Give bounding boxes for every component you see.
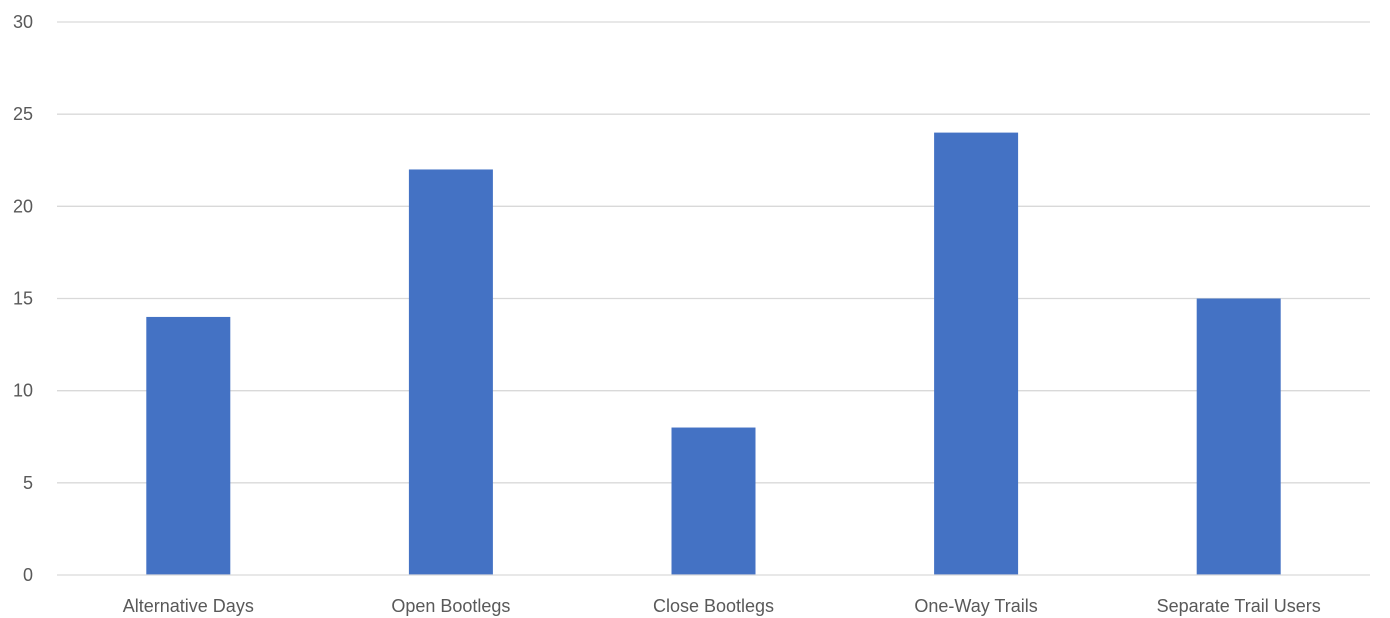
bar-separate-trail-users [1196, 298, 1281, 575]
bar-open-bootlegs [408, 169, 493, 575]
bar-alternative-days [146, 316, 231, 575]
y-axis-tick-labels: 0 5 10 15 20 25 30 [13, 12, 33, 585]
y-tick-label: 30 [13, 12, 33, 32]
x-axis-tick-labels: Alternative Days Open Bootlegs Close Bootl… [123, 596, 1321, 616]
x-tick-label: Separate Trail Users [1157, 596, 1321, 616]
y-tick-label: 15 [13, 289, 33, 309]
x-tick-label: Open Bootlegs [391, 596, 510, 616]
y-tick-label: 20 [13, 196, 33, 216]
bar-one-way-trails [934, 132, 1019, 575]
y-tick-label: 0 [23, 565, 33, 585]
bars [146, 132, 1281, 575]
y-tick-label: 25 [13, 104, 33, 124]
bar-close-bootlegs [671, 427, 756, 575]
x-tick-label: One-Way Trails [914, 596, 1037, 616]
x-tick-label: Close Bootlegs [653, 596, 774, 616]
x-tick-label: Alternative Days [123, 596, 254, 616]
gridlines [57, 21, 1370, 484]
y-tick-label: 10 [13, 381, 33, 401]
y-tick-label: 5 [23, 473, 33, 493]
